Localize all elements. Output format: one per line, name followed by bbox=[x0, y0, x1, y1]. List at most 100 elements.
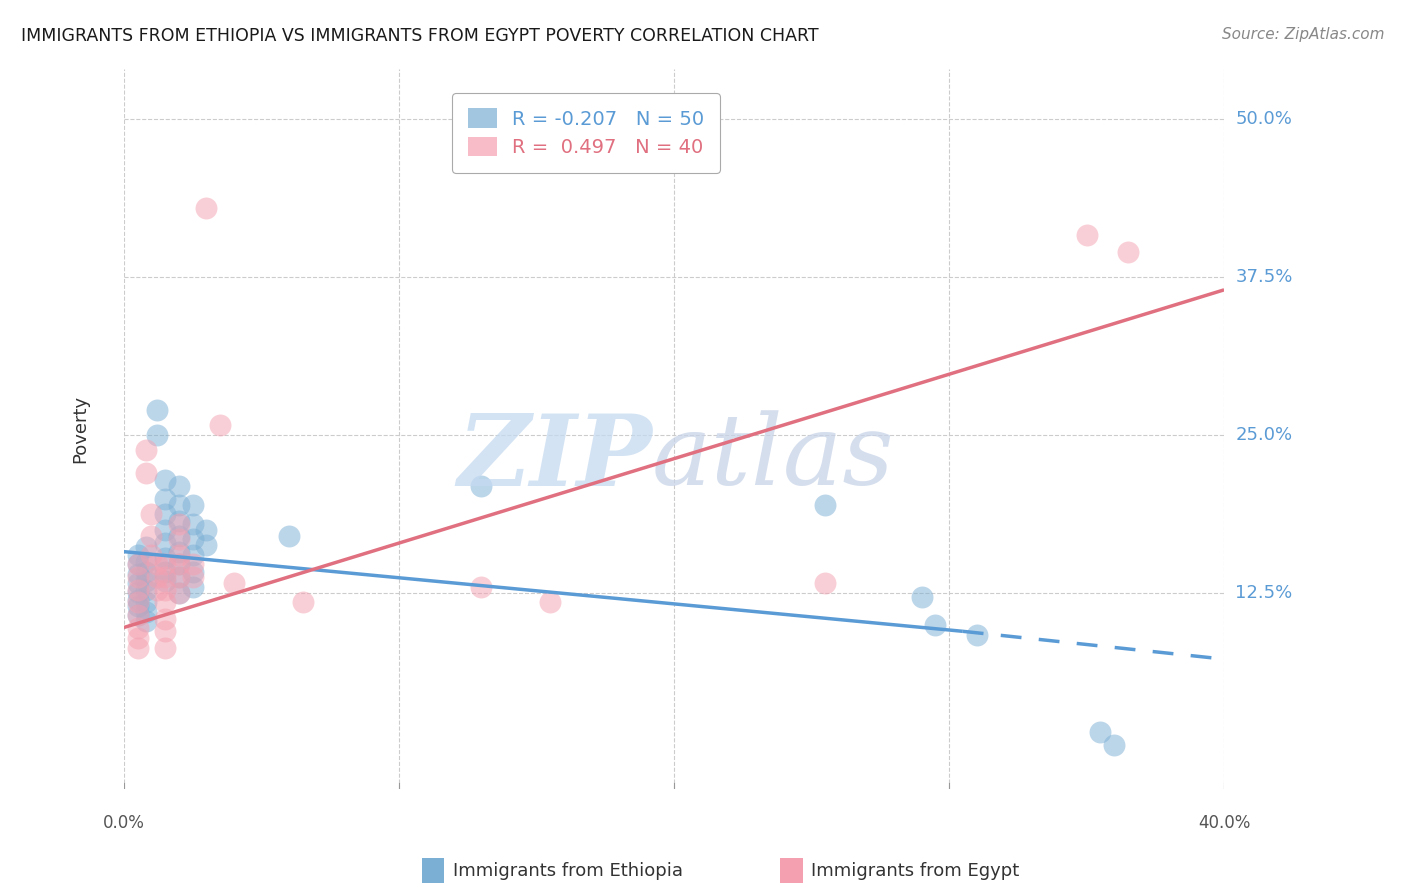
Point bbox=[222, 576, 245, 591]
Point bbox=[141, 529, 163, 543]
Point bbox=[277, 529, 299, 543]
Point bbox=[195, 538, 218, 552]
Point bbox=[127, 576, 149, 591]
Text: 12.5%: 12.5% bbox=[1236, 584, 1292, 602]
Point bbox=[814, 498, 837, 512]
Point bbox=[135, 555, 157, 569]
Point bbox=[167, 532, 190, 546]
Point bbox=[146, 428, 169, 442]
Point bbox=[291, 595, 314, 609]
Point bbox=[1076, 228, 1098, 243]
Point bbox=[153, 640, 176, 655]
Point bbox=[153, 612, 176, 626]
Point bbox=[127, 585, 149, 599]
Point bbox=[924, 618, 946, 632]
Point bbox=[167, 549, 190, 563]
Text: 40.0%: 40.0% bbox=[1198, 814, 1250, 832]
Point bbox=[127, 620, 149, 634]
Text: atlas: atlas bbox=[652, 410, 894, 506]
Point bbox=[153, 565, 176, 579]
Text: 37.5%: 37.5% bbox=[1236, 268, 1292, 286]
Point bbox=[135, 605, 157, 619]
Point bbox=[127, 582, 149, 597]
Point bbox=[181, 558, 204, 572]
Point bbox=[167, 516, 190, 531]
Point bbox=[127, 640, 149, 655]
Point bbox=[127, 558, 149, 572]
Point bbox=[127, 592, 149, 607]
Point bbox=[153, 536, 176, 550]
Point bbox=[127, 558, 149, 572]
Point bbox=[167, 570, 190, 584]
Point bbox=[135, 443, 157, 458]
Point bbox=[195, 523, 218, 537]
Point bbox=[167, 558, 190, 572]
Point bbox=[146, 558, 169, 572]
Point bbox=[153, 595, 176, 609]
Point bbox=[127, 631, 149, 645]
Point bbox=[153, 558, 176, 572]
Point bbox=[181, 570, 204, 584]
Point bbox=[1102, 738, 1125, 752]
Point bbox=[1090, 725, 1112, 739]
Point bbox=[127, 607, 149, 622]
Point bbox=[167, 558, 190, 572]
Point bbox=[135, 614, 157, 628]
Text: Immigrants from Egypt: Immigrants from Egypt bbox=[811, 862, 1019, 880]
Point bbox=[153, 574, 176, 588]
Point bbox=[167, 498, 190, 512]
Point bbox=[153, 507, 176, 521]
Point bbox=[181, 498, 204, 512]
Point bbox=[181, 580, 204, 594]
Point bbox=[153, 570, 176, 584]
Point bbox=[195, 201, 218, 215]
Legend: R = -0.207   N = 50, R =  0.497   N = 40: R = -0.207 N = 50, R = 0.497 N = 40 bbox=[451, 93, 720, 173]
Point bbox=[127, 595, 149, 609]
Point bbox=[181, 516, 204, 531]
Point bbox=[146, 403, 169, 417]
Text: IMMIGRANTS FROM ETHIOPIA VS IMMIGRANTS FROM EGYPT POVERTY CORRELATION CHART: IMMIGRANTS FROM ETHIOPIA VS IMMIGRANTS F… bbox=[21, 27, 818, 45]
Point bbox=[153, 491, 176, 506]
Point bbox=[153, 551, 176, 566]
Point bbox=[181, 565, 204, 579]
Text: Immigrants from Ethiopia: Immigrants from Ethiopia bbox=[453, 862, 683, 880]
Point bbox=[153, 624, 176, 639]
Point bbox=[135, 467, 157, 481]
Point bbox=[135, 540, 157, 554]
Point bbox=[167, 544, 190, 558]
Text: Source: ZipAtlas.com: Source: ZipAtlas.com bbox=[1222, 27, 1385, 42]
Point bbox=[538, 595, 561, 609]
Text: Poverty: Poverty bbox=[70, 395, 89, 463]
Point bbox=[127, 570, 149, 584]
Point bbox=[470, 479, 492, 493]
Point bbox=[167, 570, 190, 584]
Point bbox=[141, 549, 163, 563]
Text: 25.0%: 25.0% bbox=[1236, 426, 1292, 444]
Point bbox=[153, 523, 176, 537]
Point bbox=[167, 514, 190, 528]
Point bbox=[127, 607, 149, 622]
Point bbox=[127, 549, 149, 563]
Point bbox=[153, 473, 176, 487]
Point bbox=[135, 595, 157, 609]
Point bbox=[135, 582, 157, 597]
Text: ZIP: ZIP bbox=[457, 409, 652, 506]
Point bbox=[814, 576, 837, 591]
Text: 50.0%: 50.0% bbox=[1236, 110, 1292, 128]
Point bbox=[966, 628, 988, 642]
Point bbox=[135, 574, 157, 588]
Point bbox=[141, 507, 163, 521]
Point bbox=[146, 570, 169, 584]
Point bbox=[153, 582, 176, 597]
Point bbox=[181, 532, 204, 546]
Point bbox=[470, 580, 492, 594]
Point bbox=[146, 582, 169, 597]
Point bbox=[181, 549, 204, 563]
Point bbox=[1116, 244, 1139, 259]
Point bbox=[167, 586, 190, 600]
Point bbox=[209, 418, 232, 433]
Point bbox=[127, 599, 149, 613]
Text: 0.0%: 0.0% bbox=[103, 814, 145, 832]
Point bbox=[167, 479, 190, 493]
Point bbox=[167, 586, 190, 600]
